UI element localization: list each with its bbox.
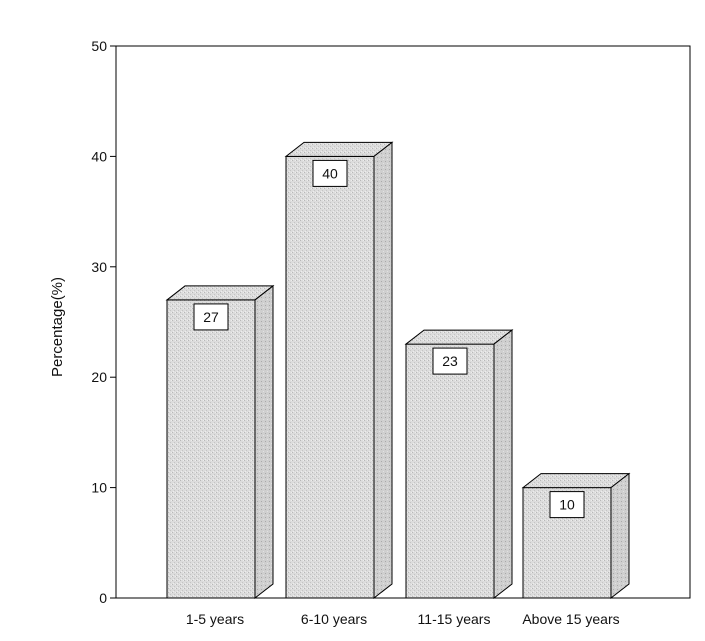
- y-tick-label: 0: [99, 590, 107, 606]
- data-label-box: [193, 303, 229, 331]
- plot-border: [115, 45, 691, 599]
- plot-frame: [115, 45, 691, 599]
- data-label-box: [549, 491, 585, 519]
- x-tick-label: 6-10 years: [301, 611, 367, 627]
- bar-side: [610, 472, 630, 600]
- data-label-box: [312, 159, 348, 187]
- data-label-text: 27: [203, 309, 219, 325]
- y-axis-title: Percentage(%): [49, 277, 66, 377]
- x-axis-labels: 1-5 years 6-10 years 11-15 years Above 15 y…: [186, 611, 620, 627]
- data-label: 23: [432, 347, 468, 375]
- y-tick-label: 30: [91, 259, 107, 275]
- y-tick-label: 10: [91, 480, 107, 496]
- bar-side: [254, 284, 274, 600]
- bar-front: [285, 155, 375, 599]
- data-label-text: 23: [442, 353, 458, 369]
- x-tick-label: Above 15 years: [522, 611, 619, 627]
- y-tick-label: 20: [91, 369, 107, 385]
- bar-side: [493, 329, 513, 600]
- x-tick-label: 11-15 years: [418, 611, 491, 627]
- y-tick-label: 40: [91, 148, 107, 164]
- y-axis: 0 10 20 30 40 50: [91, 38, 116, 606]
- data-label-box: [432, 347, 468, 375]
- bar-front: [405, 343, 495, 599]
- bar: 40: [284, 141, 394, 600]
- bar-side: [373, 141, 393, 600]
- data-label: 27: [193, 303, 229, 331]
- bars: 27 40 23 10: [165, 141, 631, 600]
- x-tick-label: 1-5 years: [186, 611, 244, 627]
- data-label-text: 10: [559, 497, 575, 513]
- y-tick-label: 50: [91, 38, 107, 54]
- data-label-text: 40: [322, 165, 338, 181]
- data-label: 10: [549, 491, 585, 519]
- bar-front: [166, 299, 256, 599]
- data-label: 40: [312, 159, 348, 187]
- bar: 23: [404, 329, 514, 600]
- bar: 10: [521, 472, 631, 600]
- bar: 27: [165, 284, 275, 600]
